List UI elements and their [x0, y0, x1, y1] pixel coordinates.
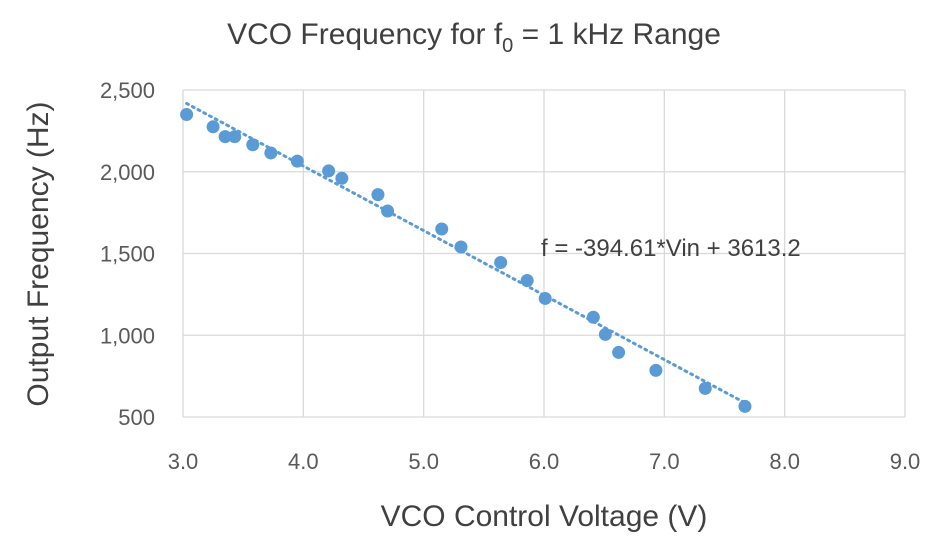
chart-title-prefix: VCO Frequency for f: [227, 18, 503, 51]
data-point: [228, 130, 242, 144]
y-tick-labels: 500 1,000 1,500 2,000 2,500: [100, 78, 155, 430]
gridlines: [182, 89, 906, 418]
y-tick-label: 1,000: [100, 323, 155, 348]
data-point: [371, 188, 385, 202]
data-point: [206, 120, 220, 134]
x-axis-label: VCO Control Voltage (V): [381, 500, 708, 533]
data-point: [435, 222, 449, 236]
x-tick-label: 7.0: [649, 449, 680, 474]
x-tick-label: 6.0: [529, 449, 560, 474]
data-point: [322, 164, 336, 178]
x-tick-label: 8.0: [769, 449, 800, 474]
chart-title-suffix: = 1 kHz Range: [513, 18, 721, 51]
data-point: [335, 171, 349, 185]
trendline-equation: f = -394.61*Vin + 3613.2: [541, 235, 801, 262]
y-tick-label: 2,500: [100, 78, 155, 103]
data-points: [180, 108, 752, 413]
chart-title: VCO Frequency for f0 = 1 kHz Range: [227, 18, 721, 57]
y-axis-label: Output Frequency (Hz): [22, 101, 55, 406]
data-point: [454, 240, 468, 254]
data-point: [264, 146, 278, 160]
x-tick-label: 4.0: [288, 449, 319, 474]
data-point: [698, 381, 712, 395]
data-point: [290, 154, 304, 168]
trendline-group: [185, 101, 747, 405]
y-tick-label: 1,500: [100, 242, 155, 267]
data-point: [598, 327, 612, 341]
data-point: [738, 399, 752, 413]
data-point: [246, 138, 260, 152]
data-point: [180, 108, 194, 122]
x-tick-labels: 3.0 4.0 5.0 6.0 7.0 8.0 9.0: [168, 449, 921, 474]
data-point: [520, 273, 534, 287]
data-point: [218, 130, 232, 144]
data-point: [538, 291, 552, 305]
data-point: [586, 310, 600, 324]
y-tick-label: 2,000: [100, 160, 155, 185]
x-tick-label: 9.0: [890, 449, 921, 474]
data-point: [494, 255, 508, 269]
chart-title-subscript: 0: [502, 35, 513, 57]
trendline: [185, 101, 747, 405]
y-tick-label: 500: [118, 405, 155, 430]
x-tick-label: 5.0: [408, 449, 439, 474]
data-point: [612, 345, 626, 359]
x-tick-label: 3.0: [168, 449, 199, 474]
data-point: [381, 204, 395, 218]
data-point: [649, 363, 663, 377]
